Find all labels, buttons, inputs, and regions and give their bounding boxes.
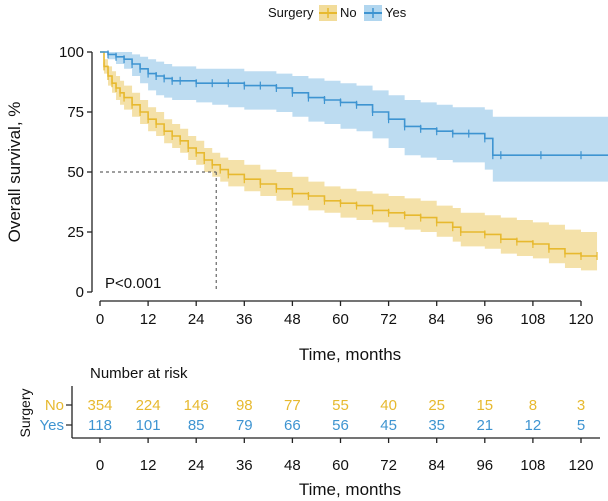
axes: 0 25 50 75 100 0 12 24 36 48 60 72 84 96 108 120 — [59, 44, 594, 328]
x-tick-label: 0 — [96, 311, 104, 328]
legend-key-no: No — [319, 5, 357, 21]
x-tick-label: 60 — [332, 311, 349, 328]
x-tick-label: 84 — [428, 311, 445, 328]
risk-count-no: 77 — [284, 397, 301, 414]
y-tick-label: 0 — [76, 284, 84, 301]
risk-x-tick-label: 36 — [236, 457, 253, 474]
km-plot: 0 25 50 75 100 0 12 24 36 48 60 72 84 96 108 120 P<0.00… — [5, 44, 608, 364]
risk-x-tick-label: 0 — [96, 457, 104, 474]
x-tick-label: 24 — [188, 311, 205, 328]
risk-count-yes: 5 — [577, 417, 585, 434]
risk-count-no: 25 — [428, 397, 445, 414]
legend: Surgery No Yes — [268, 5, 407, 21]
x-tick-label: 48 — [284, 311, 301, 328]
legend-label-no: No — [340, 5, 357, 20]
confidence-bands — [100, 52, 608, 271]
risk-table-ylabel: Surgery — [17, 388, 33, 437]
risk-row-label-yes: Yes — [40, 417, 64, 434]
risk-table: Number at risk Surgery No 354 224 146 98 77 55… — [17, 365, 600, 499]
risk-count-no: 3 — [577, 397, 585, 414]
risk-x-tick-label: 60 — [332, 457, 349, 474]
risk-count-no: 98 — [236, 397, 253, 414]
y-tick-label: 100 — [59, 44, 84, 61]
risk-count-yes: 101 — [136, 417, 161, 434]
risk-count-yes: 85 — [188, 417, 205, 434]
risk-x-tick-label: 120 — [568, 457, 593, 474]
y-tick-label: 50 — [67, 164, 84, 181]
risk-x-tick-label: 108 — [520, 457, 545, 474]
risk-table-title: Number at risk — [90, 365, 188, 382]
risk-count-no: 15 — [476, 397, 493, 414]
legend-title: Surgery — [268, 5, 314, 20]
risk-x-tick-label: 72 — [380, 457, 397, 474]
legend-label-yes: Yes — [385, 5, 407, 20]
risk-count-yes: 45 — [380, 417, 397, 434]
risk-count-yes: 79 — [236, 417, 253, 434]
risk-count-yes: 35 — [428, 417, 445, 434]
legend-key-yes: Yes — [364, 5, 407, 21]
risk-x-axis-title: Time, months — [299, 480, 401, 499]
risk-count-no: 8 — [529, 397, 537, 414]
x-tick-label: 12 — [140, 311, 157, 328]
x-tick-label: 36 — [236, 311, 253, 328]
risk-x-tick-label: 96 — [476, 457, 493, 474]
risk-x-tick-label: 24 — [188, 457, 205, 474]
ci-band-yes — [100, 52, 608, 182]
median-reference-lines — [100, 171, 217, 292]
risk-count-yes: 66 — [284, 417, 301, 434]
x-tick-label: 120 — [568, 311, 593, 328]
p-value-annotation: P<0.001 — [105, 275, 161, 292]
risk-table-axes: 0 12 24 36 48 60 72 84 96 108 120 — [71, 386, 600, 474]
risk-count-yes: 56 — [332, 417, 349, 434]
x-axis-title: Time, months — [299, 345, 401, 364]
risk-x-tick-label: 48 — [284, 457, 301, 474]
risk-count-no: 224 — [136, 397, 161, 414]
y-tick-label: 25 — [67, 224, 84, 241]
risk-table-rows: No 354 224 146 98 77 55 40 25 15 8 3 Yes 118 101 85 79 66… — [40, 397, 586, 434]
x-tick-label: 108 — [520, 311, 545, 328]
y-axis-title: Overall survival, % — [5, 102, 24, 243]
y-tick-label: 75 — [67, 104, 84, 121]
risk-count-no: 40 — [380, 397, 397, 414]
risk-row-label-no: No — [45, 397, 64, 414]
risk-count-no: 354 — [87, 397, 112, 414]
censor-marks — [103, 50, 598, 260]
ci-band-no — [100, 52, 598, 271]
risk-count-yes: 12 — [525, 417, 542, 434]
risk-count-yes: 118 — [88, 417, 112, 434]
x-tick-label: 72 — [380, 311, 397, 328]
risk-x-tick-label: 12 — [140, 457, 157, 474]
risk-count-no: 146 — [184, 397, 209, 414]
risk-count-no: 55 — [332, 397, 349, 414]
risk-count-yes: 21 — [476, 417, 493, 434]
x-tick-label: 96 — [476, 311, 493, 328]
risk-x-tick-label: 84 — [428, 457, 445, 474]
